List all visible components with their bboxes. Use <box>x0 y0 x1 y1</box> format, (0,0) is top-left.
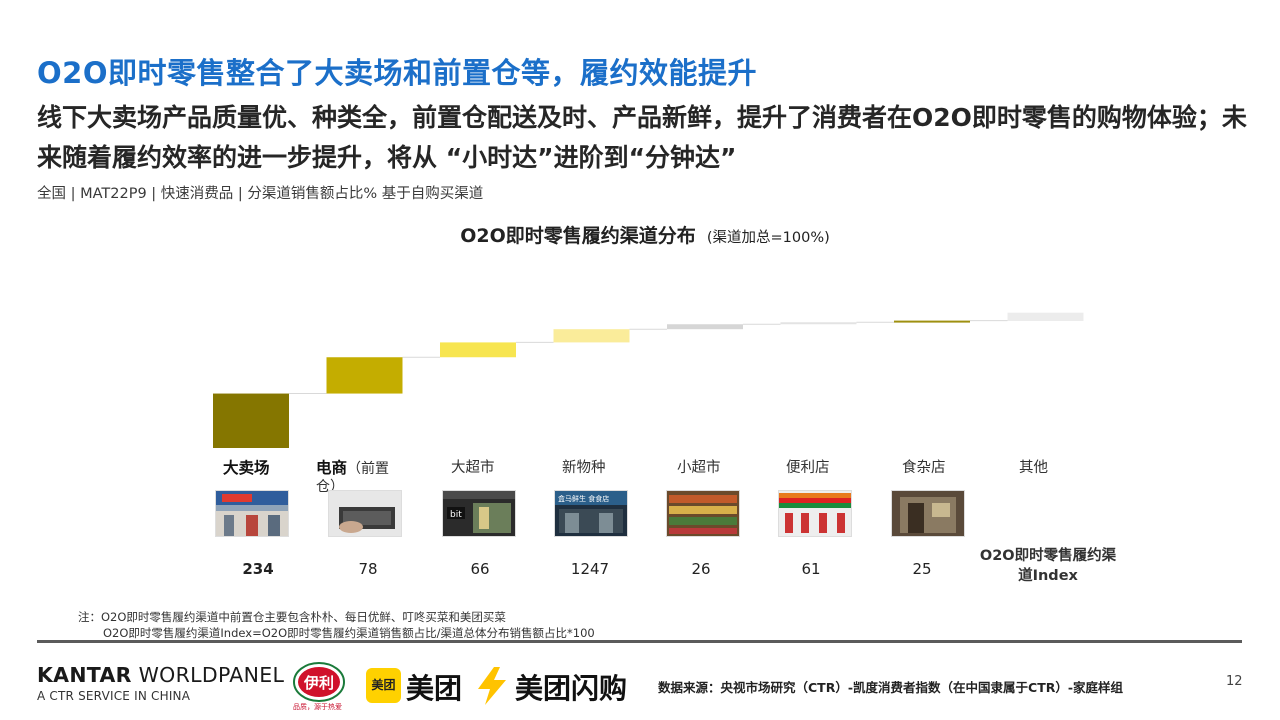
footnote-1: 注：O2O即时零售履约渠道中前置仓主要包含朴朴、每日优鲜、叮咚买菜和美团买菜 <box>78 610 506 624</box>
index-value-minimarket: 26 <box>691 560 711 578</box>
yili-tagline: 品质，源于热爱 <box>293 703 342 711</box>
waterfall-bar <box>326 357 403 394</box>
meituan-shangou-wordmark: 美团闪购 <box>515 672 628 705</box>
waterfall-bar <box>1007 312 1084 321</box>
index-value-new-retail: 1247 <box>570 560 610 578</box>
bit-sign: bit <box>450 510 462 520</box>
meituan-icon: 美团 <box>366 668 401 703</box>
minimarket-photo <box>666 490 740 537</box>
ecommerce-photo <box>328 490 402 537</box>
footnote-2: O2O即时零售履约渠道Index=O2O即时零售履约渠道销售额占比/渠道总体分布… <box>103 626 595 640</box>
kantar-worldpanel-logo: KANTAR WORLDPANEL <box>37 663 284 687</box>
data-source: 数据来源：央视市场研究（CTR）-凯度消费者指数（在中国隶属于CTR）-家庭样组 <box>658 680 1124 695</box>
new-retail-photo: 盒马鲜生 食食店 <box>554 490 628 537</box>
minimarket-image <box>667 491 739 536</box>
ecommerce-image <box>329 491 401 536</box>
supermarket-photo: bit <box>442 490 516 537</box>
slide-title: O2O即时零售整合了大卖场和前置仓等，履约效能提升 <box>37 56 757 90</box>
category-text: 电商 <box>316 459 348 477</box>
yili-logo: 伊利 <box>293 662 345 702</box>
index-row-label: O2O即时零售履约渠道Index <box>979 548 1117 584</box>
chart-note: (渠道加总=100%) <box>706 230 830 246</box>
footnotes: 注：O2O即时零售履约渠道中前置仓主要包含朴朴、每日优鲜、叮咚买菜和美团买菜 O… <box>78 609 595 641</box>
kantar-wordmark: KANTAR <box>37 663 132 687</box>
category-text: 大卖场 <box>223 459 270 477</box>
page-number: 12 <box>1226 674 1243 689</box>
chart-heading: O2O即时零售履约渠道分布 (渠道加总=100%) <box>0 221 1280 248</box>
waterfall-bar <box>213 393 289 448</box>
worldpanel-wordmark: WORLDPANEL <box>131 663 285 687</box>
new-retail-image: 盒马鲜生 食食店 <box>555 491 627 536</box>
index-value-grocery: 25 <box>912 560 932 578</box>
waterfall-bar <box>780 322 857 325</box>
convenience-photo <box>778 490 852 537</box>
slide-subtitle: 线下大卖场产品质量优、种类全，前置仓配送及时、产品新鲜，提升了消费者在O2O即时… <box>37 103 1247 172</box>
hypermarket-photo <box>215 490 289 537</box>
hypermarket-image <box>216 491 288 536</box>
grocery-photo <box>891 490 965 537</box>
chart-title: O2O即时零售履约渠道分布 <box>460 225 696 247</box>
meituan-wordmark: 美团 <box>406 672 463 705</box>
footer-divider <box>37 640 1242 643</box>
lightning-bolt-icon <box>478 667 506 705</box>
waterfall-bar <box>667 324 743 330</box>
category-label-other: 其他 <box>1019 460 1048 476</box>
grocery-image <box>892 491 964 536</box>
index-value-ecommerce: 78 <box>358 560 378 578</box>
kantar-tagline: A CTR SERVICE IN CHINA <box>37 689 191 703</box>
category-label-grocery: 食杂店 <box>902 460 946 476</box>
category-label-convenience: 便利店 <box>786 460 830 476</box>
index-value-supermarket: 66 <box>470 560 490 578</box>
data-scope: 全国 | MAT22P9 | 快速消费品 | 分渠道销售额占比% 基于自购买渠道 <box>37 186 484 202</box>
waterfall-bar <box>894 320 970 323</box>
category-label-new-retail: 新物种 <box>562 460 606 476</box>
waterfall-bar <box>440 342 516 358</box>
index-value-hypermarket: 234 <box>242 560 274 578</box>
convenience-image <box>779 491 851 536</box>
index-value-convenience: 61 <box>801 560 821 578</box>
supermarket-image: bit <box>443 491 515 536</box>
category-label-hypermarket: 大卖场 <box>223 460 333 477</box>
category-label-supermarket: 大超市 <box>451 460 495 476</box>
store-sign: 盒马鲜生 食食店 <box>558 494 609 503</box>
waterfall-bar <box>553 329 630 343</box>
waterfall-chart <box>213 312 1084 448</box>
yili-logo-text: 伊利 <box>303 674 334 692</box>
category-label-minimarket: 小超市 <box>677 460 721 476</box>
